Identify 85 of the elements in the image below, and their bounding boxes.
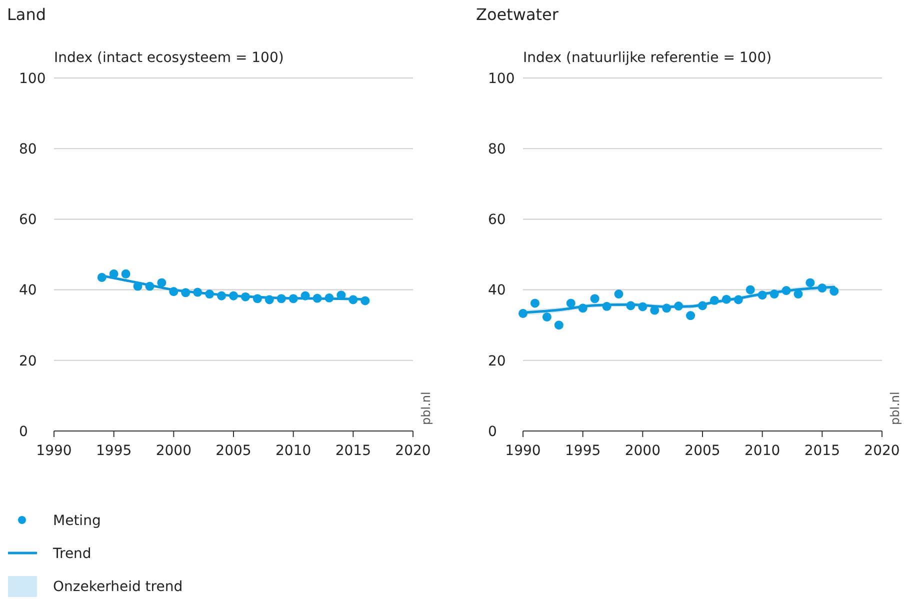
point	[830, 286, 839, 296]
legend-label: Trend	[52, 546, 92, 562]
point	[554, 320, 564, 330]
text: pbl.nl	[419, 392, 433, 425]
point	[300, 291, 310, 300]
point	[662, 304, 672, 313]
y-axis-title: Index (intact ecosysteem = 100)	[54, 50, 284, 66]
point	[710, 296, 719, 305]
point	[650, 306, 660, 315]
x-tick-label: 2010	[276, 443, 312, 459]
y-tick-label: 0	[488, 424, 497, 440]
x-tick-label: 2020	[864, 443, 900, 459]
point	[626, 301, 636, 310]
y-tick-label: 80	[488, 142, 506, 158]
point	[276, 294, 286, 304]
point	[602, 302, 612, 311]
point	[312, 294, 322, 303]
point	[806, 278, 815, 288]
y-tick-label: 80	[19, 142, 37, 158]
x-tick-label: 2015	[335, 443, 371, 459]
point	[157, 278, 166, 288]
point	[590, 294, 600, 304]
x-tick-label: 1995	[96, 443, 132, 459]
y-tick-label: 100	[488, 70, 515, 87]
point	[746, 285, 755, 294]
point	[734, 295, 743, 304]
point	[698, 301, 708, 310]
point	[193, 288, 202, 297]
point	[782, 286, 791, 296]
x-tick-label: 2015	[804, 443, 840, 459]
point	[578, 304, 588, 313]
point	[674, 302, 684, 311]
x-tick-label: 2005	[216, 443, 252, 459]
point	[518, 308, 528, 318]
point	[181, 288, 190, 298]
point	[686, 311, 696, 320]
point	[818, 284, 827, 293]
x-tick-label: 2000	[624, 443, 660, 459]
point	[324, 293, 334, 302]
x-tick-label: 1990	[505, 443, 541, 459]
point	[109, 269, 118, 278]
point	[614, 290, 624, 299]
text: pbl.nl	[888, 392, 902, 425]
point	[145, 282, 154, 291]
point	[360, 296, 370, 306]
y-tick-label: 0	[19, 424, 28, 440]
x-tick-label: 2010	[744, 443, 780, 459]
x-tick-label: 1990	[36, 443, 72, 459]
y-axis-title: Index (natuurlijke referentie = 100)	[523, 50, 772, 66]
point	[758, 290, 767, 300]
point	[252, 294, 262, 304]
point	[169, 287, 178, 296]
y-tick-label: 20	[488, 353, 506, 370]
point	[133, 282, 142, 291]
point	[348, 295, 358, 304]
point	[97, 272, 106, 282]
y-tick-label: 20	[19, 353, 37, 370]
y-tick-label: 60	[488, 212, 506, 228]
point	[770, 290, 779, 299]
point	[240, 292, 250, 302]
chart-title: Land	[7, 5, 46, 24]
point	[288, 294, 298, 304]
chart-title: Zoetwater	[476, 5, 559, 24]
x-tick-label: 2020	[395, 443, 431, 459]
point	[638, 302, 648, 312]
y-tick-label: 60	[19, 212, 37, 228]
point	[336, 290, 346, 300]
point	[228, 291, 238, 300]
point	[530, 298, 540, 308]
point	[217, 291, 226, 300]
point	[542, 312, 552, 322]
point	[205, 290, 214, 299]
point	[264, 295, 274, 304]
legend-label: Meting	[53, 512, 101, 529]
point	[566, 298, 576, 308]
y-tick-label: 40	[488, 282, 506, 299]
point	[722, 294, 731, 304]
x-tick-label: 1995	[565, 443, 601, 459]
point	[121, 269, 130, 278]
text: Onzekerheid trend	[53, 578, 183, 595]
y-tick-label: 40	[19, 282, 37, 299]
x-tick-label: 2005	[684, 443, 720, 459]
point	[794, 290, 803, 299]
x-tick-label: 2000	[156, 443, 192, 459]
y-tick-label: 100	[19, 70, 46, 87]
